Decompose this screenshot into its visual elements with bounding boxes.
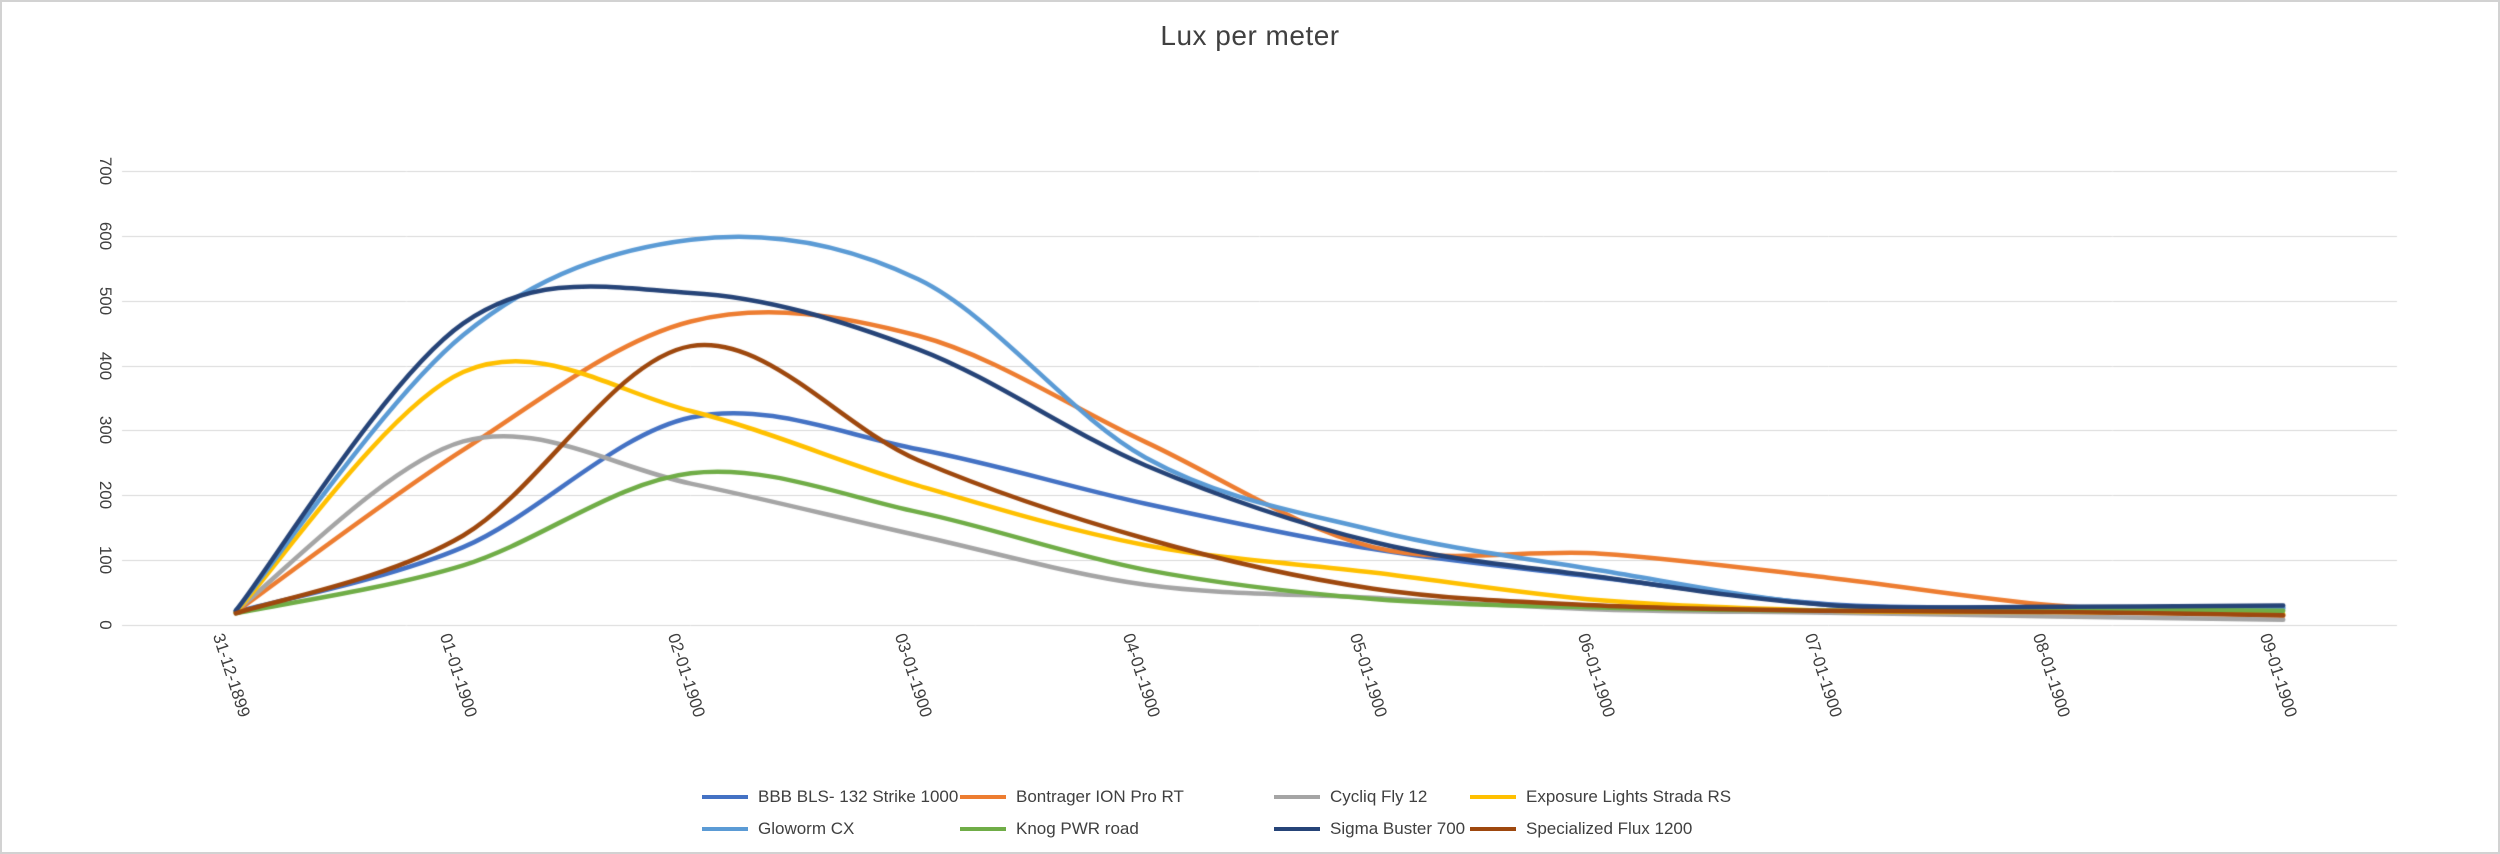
legend-line-swatch — [960, 795, 1006, 799]
legend-item: Knog PWR road — [960, 819, 1139, 839]
legend-item: Exposure Lights Strada RS — [1470, 787, 1731, 807]
legend-series-name: Knog PWR road — [1016, 819, 1139, 838]
y-axis-tick-label: 700 — [96, 156, 115, 186]
legend-series-name: Sigma Buster 700 — [1330, 819, 1466, 838]
y-axis-tick-label: 200 — [96, 481, 115, 510]
legend-series-name: Exposure Lights Strada RS — [1526, 787, 1732, 806]
y-axis-tick-label: 300 — [96, 416, 115, 445]
legend-line-swatch — [1470, 827, 1516, 831]
legend-series-name: BBB BLS- 132 Strike 1000 — [758, 787, 959, 806]
legend-item: Specialized Flux 1200 — [1470, 819, 1692, 839]
chart-title: Lux per meter — [1160, 20, 1340, 51]
legend-series-name: Cycliq Fly 12 — [1330, 787, 1428, 806]
y-axis-tick-label: 100 — [96, 545, 115, 575]
y-axis-tick-label: 400 — [96, 351, 115, 380]
legend-series-name: Bontrager ION Pro RT — [1016, 787, 1184, 806]
legend-item: BBB BLS- 132 Strike 1000 — [702, 787, 958, 807]
legend-item: Cycliq Fly 12 — [1274, 787, 1427, 807]
legend-item: Sigma Buster 700 — [1274, 819, 1465, 839]
legend-line-swatch — [702, 827, 748, 831]
legend-line-swatch — [702, 795, 748, 799]
y-axis-tick-label: 600 — [96, 221, 115, 251]
legend-line-swatch — [960, 827, 1006, 831]
legend-item: Gloworm CX — [702, 819, 854, 839]
legend-series-name: Gloworm CX — [758, 819, 855, 838]
y-axis-tick-label: 0 — [96, 620, 115, 630]
legend-line-swatch — [1470, 795, 1516, 799]
legend-item: Bontrager ION Pro RT — [960, 787, 1184, 807]
legend-series-name: Specialized Flux 1200 — [1526, 819, 1693, 838]
legend-line-swatch — [1274, 795, 1320, 799]
y-axis-tick-label: 500 — [96, 286, 115, 315]
legend-line-swatch — [1274, 827, 1320, 831]
